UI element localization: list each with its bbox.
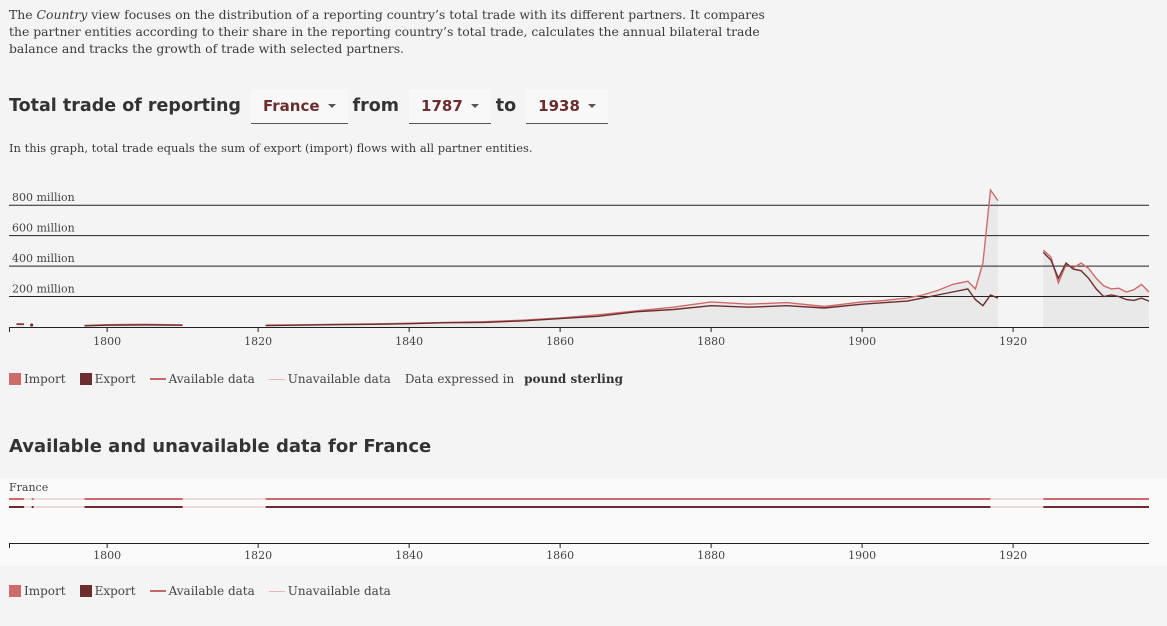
legend-unit: Data expressed in pound sterling [404,372,623,386]
chart-note: In this graph, total trade equals the su… [9,141,533,155]
legend-available: Available data [149,584,255,598]
x-tick-label: 1820 [244,335,272,348]
chart-title-row: Total trade of reporting France from 178… [9,88,613,124]
y-tick-label: 800 million [12,191,75,204]
legend-import: Import [9,372,66,386]
unavailable-line-swatch [268,590,285,592]
country-dropdown[interactable]: France [250,88,348,124]
available-line-swatch [149,378,166,380]
availability-x-tick-label: 1900 [848,549,876,562]
series-line [1042,251,1150,302]
import-swatch [9,373,21,385]
availability-x-tick-label: 1800 [93,549,121,562]
legend-unavailable: Unavailable data [268,372,391,386]
to-year-dropdown[interactable]: 1938 [526,88,608,124]
country-dropdown-value: France [262,96,320,115]
legend-export: Export [79,584,136,598]
unit-label: pound sterling [524,372,623,386]
x-tick-label: 1860 [546,335,574,348]
title-label: Total trade of reporting [9,96,241,116]
x-tick-label: 1920 [999,335,1027,348]
unavailable-line-swatch [268,378,285,380]
y-tick-label: 200 million [12,283,75,296]
chart-legend: Import Export Available data Unavailable… [9,372,623,386]
to-label: to [495,96,517,116]
from-year-value: 1787 [421,96,463,115]
caret-down-icon [587,103,596,108]
availability-title: Available and unavailable data for Franc… [9,436,432,457]
availability-x-tick-label: 1880 [697,549,725,562]
caret-down-icon [327,103,336,108]
y-tick-label: 600 million [12,222,75,235]
export-swatch [79,585,92,597]
export-swatch [79,373,92,385]
x-tick-label: 1800 [93,335,121,348]
available-line-swatch [149,590,166,592]
intro-emphasis: Country [36,7,88,22]
to-year-value: 1938 [538,96,580,115]
from-year-dropdown[interactable]: 1787 [409,88,491,124]
availability-x-tick-label: 1840 [395,549,423,562]
total-trade-chart: 200 million 400 million 600 million 800 mil… [9,188,1150,348]
legend-available: Available data [149,372,255,386]
y-tick-label: 400 million [12,252,75,265]
legend-import: Import [9,584,66,598]
series-point [30,323,34,327]
legend-export: Export [79,372,136,386]
series-line [265,288,999,327]
availability-x-tick-label: 1920 [999,549,1027,562]
import-swatch [9,585,21,597]
x-tick-label: 1880 [697,335,725,348]
x-tick-label: 1900 [848,335,876,348]
caret-down-icon [470,103,479,108]
series-line [1042,249,1150,293]
availability-x-tick-label: 1860 [546,549,574,562]
from-label: from [352,96,400,116]
legend-unavailable: Unavailable data [268,584,391,598]
availability-x-tick-label: 1820 [244,549,272,562]
availability-row-label: France [9,481,48,494]
series-line [84,324,183,327]
intro-text: The Country view focuses on the distribu… [9,7,765,56]
available-area [265,190,999,327]
availability-panel [0,478,1167,566]
x-tick-label: 1840 [395,335,423,348]
availability-legend: Import Export Available data Unavailable… [9,584,391,598]
availability-chart: France 1800 1820 1840 1860 1880 1900 1920 [0,478,1167,566]
